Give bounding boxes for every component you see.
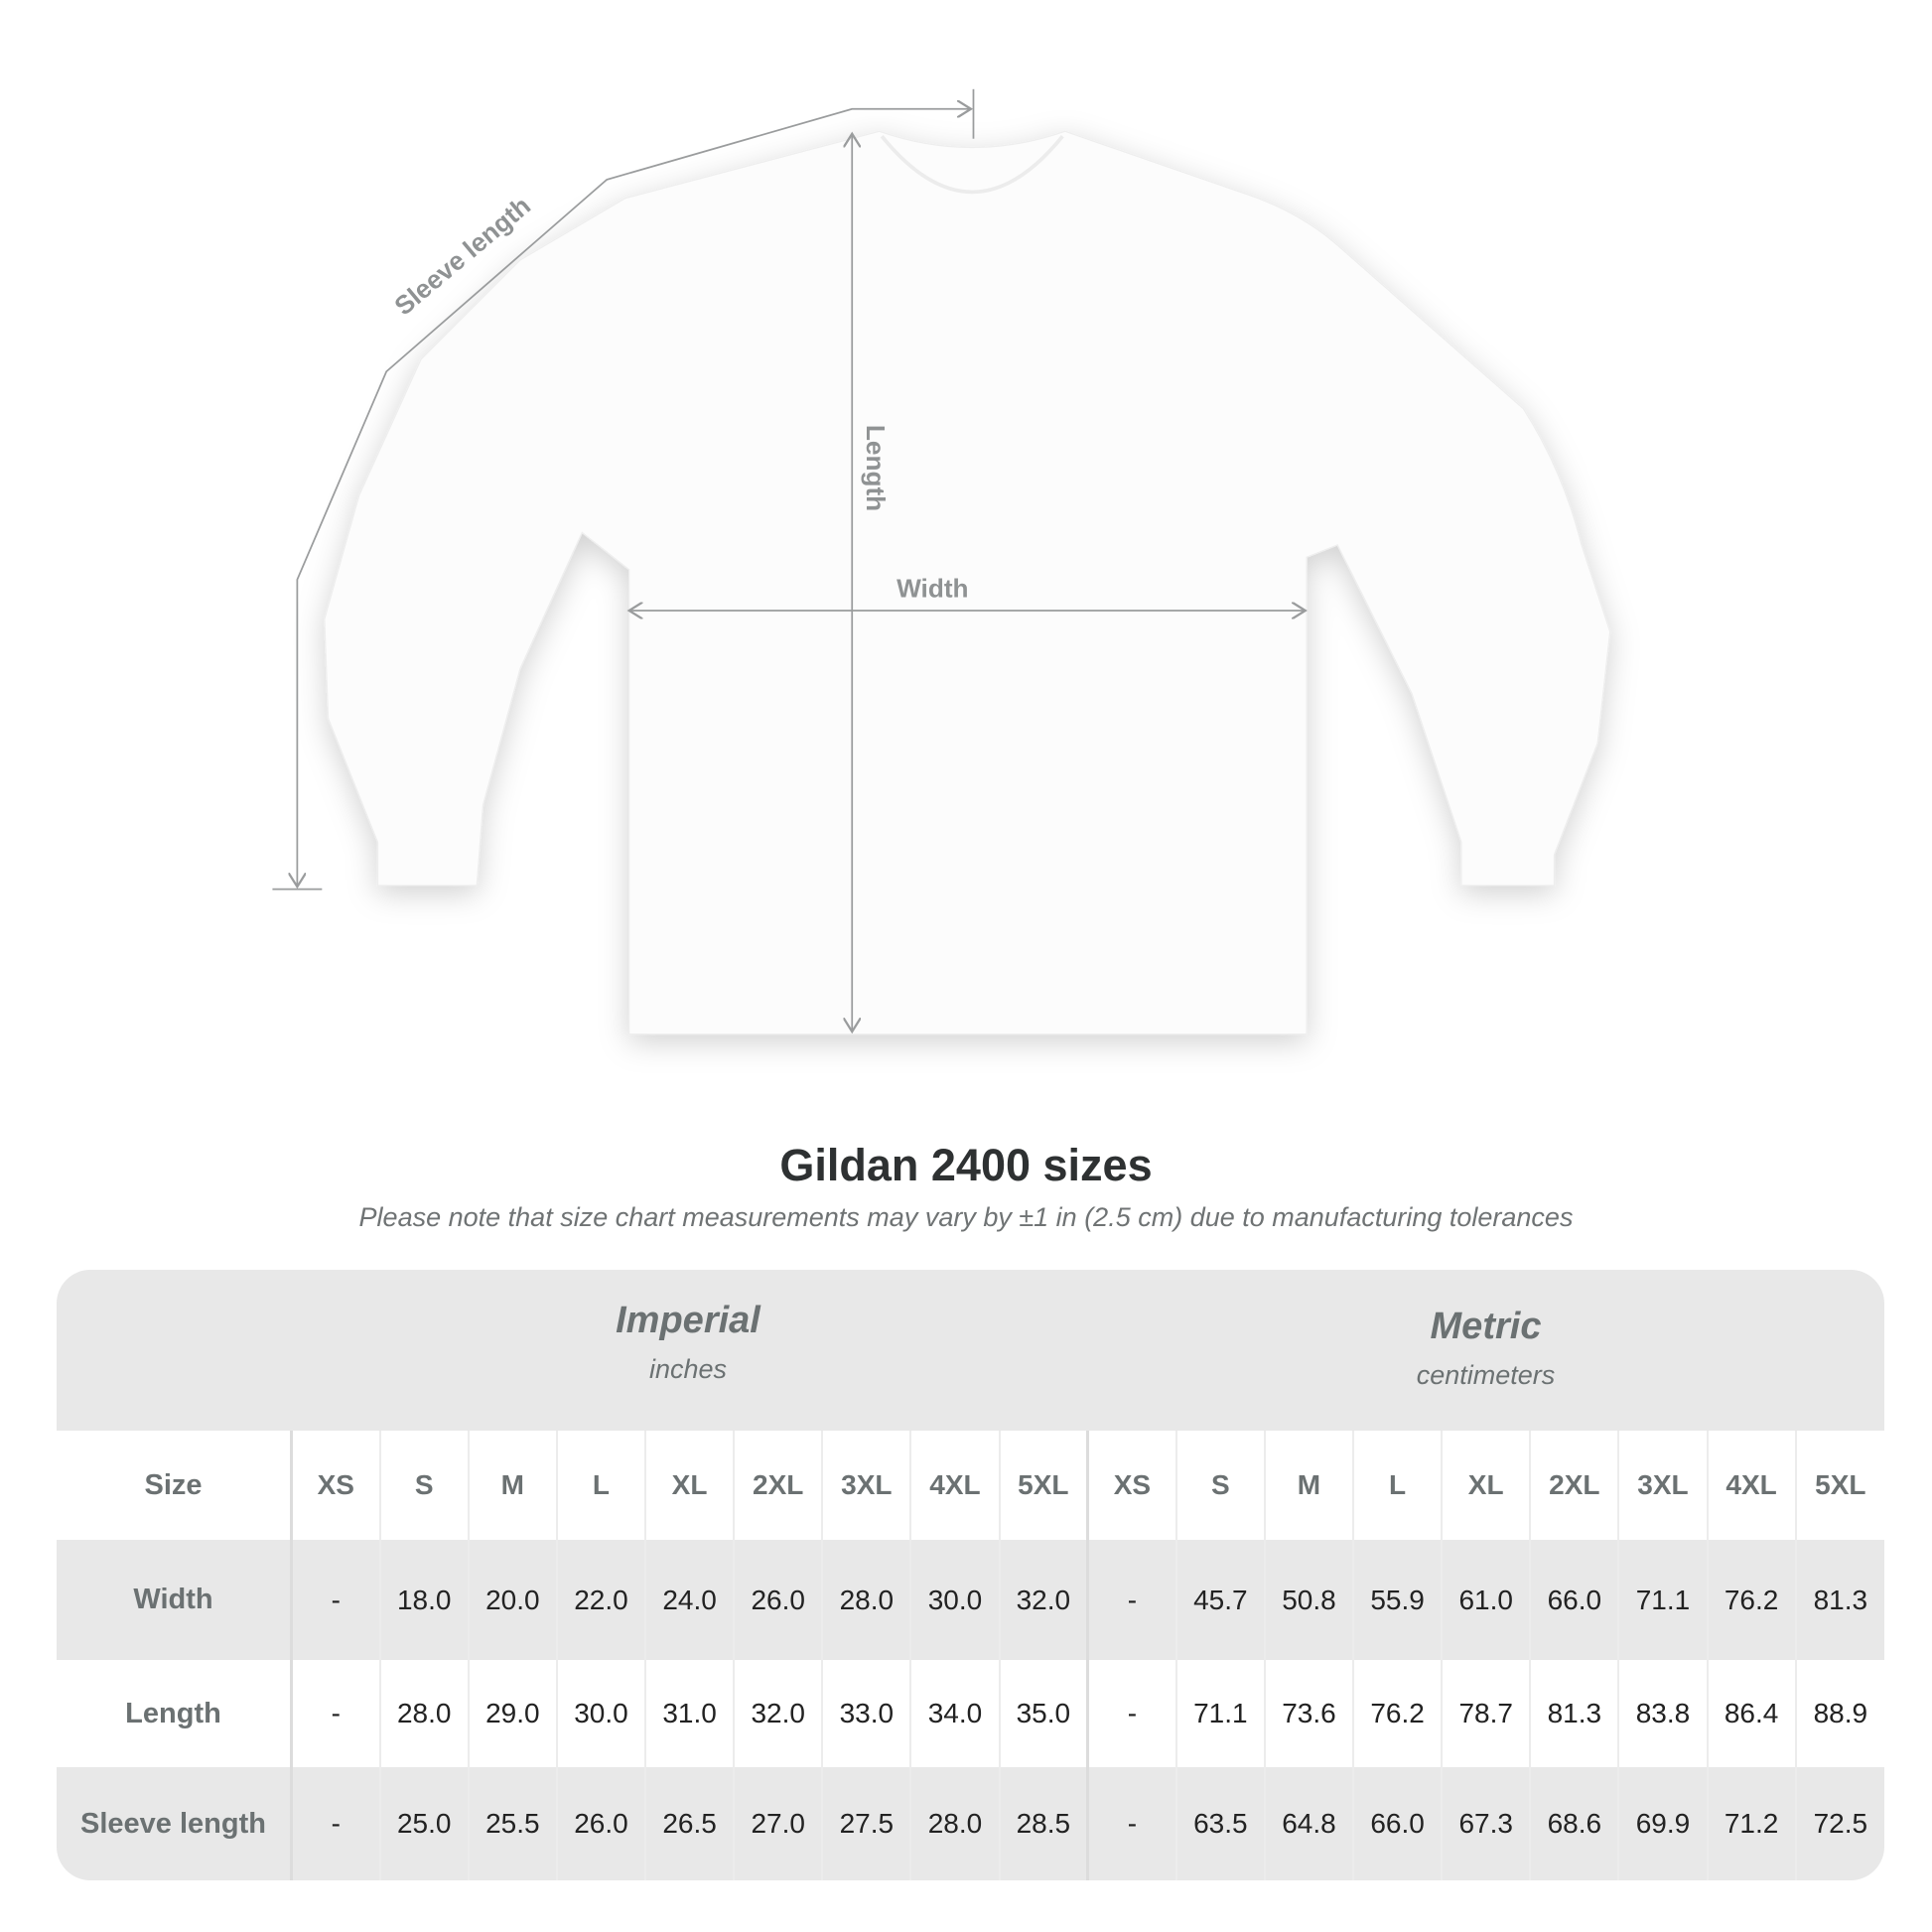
metric-size-header: L [1351, 1431, 1443, 1540]
imperial-value-cell: 32.0 [998, 1540, 1088, 1660]
imperial-size-header: 2XL [733, 1431, 823, 1540]
metric-value-cell: 50.8 [1263, 1540, 1353, 1660]
metric-size-header: XS [1086, 1431, 1176, 1540]
imperial-value-cell: 25.0 [378, 1767, 469, 1880]
imperial-value-cell: 28.0 [378, 1660, 469, 1767]
metric-value-cell: 81.3 [1529, 1660, 1619, 1767]
size-header-label: Size [57, 1431, 293, 1540]
size-grid: Size XS S M L XL 2XL 3XL 4XL 5XL XS S M L XL 2XL 3XL 4XL 5… [57, 1431, 1884, 1880]
metric-value-cell: 76.2 [1706, 1540, 1796, 1660]
imperial-value-cell: 35.0 [998, 1660, 1088, 1767]
metric-value-cell: 71.2 [1706, 1767, 1796, 1880]
metric-value-cell: 83.8 [1617, 1660, 1708, 1767]
imperial-value-cell: 31.0 [643, 1660, 735, 1767]
imperial-size-header: L [555, 1431, 645, 1540]
metric-value-cell: 61.0 [1441, 1540, 1531, 1660]
metric-value-cell: 66.0 [1529, 1540, 1619, 1660]
tolerance-note: Please note that size chart measurements… [358, 1202, 1574, 1232]
metric-value-cell: - [1086, 1660, 1176, 1767]
metric-size-header: 3XL [1617, 1431, 1708, 1540]
imperial-size-header: 3XL [821, 1431, 911, 1540]
imperial-value-cell: 25.5 [467, 1767, 557, 1880]
metric-value-cell: - [1086, 1767, 1176, 1880]
metric-value-cell: 45.7 [1174, 1540, 1265, 1660]
metric-value-cell: 78.7 [1441, 1660, 1531, 1767]
imperial-value-cell: 30.0 [555, 1660, 645, 1767]
imperial-size-header: XL [643, 1431, 735, 1540]
metric-value-cell: 68.6 [1529, 1767, 1619, 1880]
metric-value-cell: 86.4 [1706, 1660, 1796, 1767]
metric-value-cell: 73.6 [1263, 1660, 1353, 1767]
imperial-value-cell: 22.0 [555, 1540, 645, 1660]
metric-value-cell: 71.1 [1174, 1660, 1265, 1767]
metric-size-header: S [1174, 1431, 1265, 1540]
imperial-size-header: 5XL [998, 1431, 1088, 1540]
row-label: Length [57, 1660, 293, 1767]
imperial-header: Imperial inches [290, 1300, 1086, 1385]
metric-value-cell: 72.5 [1794, 1767, 1884, 1880]
imperial-size-header: S [378, 1431, 469, 1540]
metric-value-cell: 55.9 [1351, 1540, 1443, 1660]
imperial-value-cell: 18.0 [378, 1540, 469, 1660]
metric-value-cell: 64.8 [1263, 1767, 1353, 1880]
page-title: Gildan 2400 sizes [779, 1140, 1153, 1190]
metric-size-header: M [1263, 1431, 1353, 1540]
imperial-size-header: M [467, 1431, 557, 1540]
imperial-size-header: 4XL [909, 1431, 1000, 1540]
metric-value-cell: 88.9 [1794, 1660, 1884, 1767]
size-table: Imperial inches Metric centimeters Size X… [57, 1270, 1884, 1880]
metric-value-cell: 69.9 [1617, 1767, 1708, 1880]
imperial-value-cell: 26.5 [643, 1767, 735, 1880]
imperial-unit: inches [648, 1354, 728, 1384]
imperial-value-cell: - [290, 1660, 380, 1767]
imperial-value-cell: 28.0 [909, 1767, 1000, 1880]
metric-size-header: XL [1441, 1431, 1531, 1540]
imperial-value-cell: 33.0 [821, 1660, 911, 1767]
metric-size-header: 4XL [1706, 1431, 1796, 1540]
imperial-value-cell: 26.0 [733, 1540, 823, 1660]
metric-value-cell: 63.5 [1174, 1767, 1265, 1880]
imperial-value-cell: 30.0 [909, 1540, 1000, 1660]
imperial-value-cell: 28.5 [998, 1767, 1088, 1880]
metric-value-cell: 76.2 [1351, 1660, 1443, 1767]
table-row: Sleeve length -25.0 25.5 26.0 26.5 27.0 27.5 28… [57, 1767, 1884, 1880]
size-header-row: Size XS S M L XL 2XL 3XL 4XL 5XL XS S M L XL 2XL 3XL 4XL 5… [57, 1431, 1884, 1540]
sleeve-length-line [297, 109, 971, 887]
imperial-value-cell: 24.0 [643, 1540, 735, 1660]
metric-header: Metric centimeters [1087, 1306, 1884, 1391]
width-label: Width [897, 573, 968, 603]
metric-value-cell: 67.3 [1441, 1767, 1531, 1880]
metric-size-header: 5XL [1794, 1431, 1884, 1540]
metric-value-cell: 81.3 [1794, 1540, 1884, 1660]
imperial-value-cell: 32.0 [733, 1660, 823, 1767]
metric-title: Metric [1430, 1306, 1542, 1347]
imperial-value-cell: - [290, 1767, 380, 1880]
imperial-value-cell: 29.0 [467, 1660, 557, 1767]
table-row: Length -28.0 29.0 30.0 31.0 32.0 33.0 34.0 35.0-… [57, 1660, 1884, 1767]
imperial-value-cell: 27.0 [733, 1767, 823, 1880]
row-label: Sleeve length [57, 1767, 293, 1880]
length-label: Length [861, 425, 891, 511]
imperial-value-cell: 26.0 [555, 1767, 645, 1880]
table-row: Width -18.0 20.0 22.0 24.0 26.0 28.0 30.0 32.0-4… [57, 1540, 1884, 1660]
imperial-value-cell: 20.0 [467, 1540, 557, 1660]
row-label: Width [57, 1540, 293, 1660]
imperial-value-cell: 27.5 [821, 1767, 911, 1880]
imperial-value-cell: 34.0 [909, 1660, 1000, 1767]
unit-header-band [57, 1270, 1884, 1431]
metric-value-cell: 71.1 [1617, 1540, 1708, 1660]
metric-value-cell: 66.0 [1351, 1767, 1443, 1880]
imperial-size-header: XS [290, 1431, 380, 1540]
metric-value-cell: - [1086, 1540, 1176, 1660]
imperial-value-cell: 28.0 [821, 1540, 911, 1660]
metric-unit: centimeters [1416, 1360, 1556, 1390]
imperial-value-cell: - [290, 1540, 380, 1660]
metric-size-header: 2XL [1529, 1431, 1619, 1540]
imperial-title: Imperial [616, 1300, 760, 1341]
